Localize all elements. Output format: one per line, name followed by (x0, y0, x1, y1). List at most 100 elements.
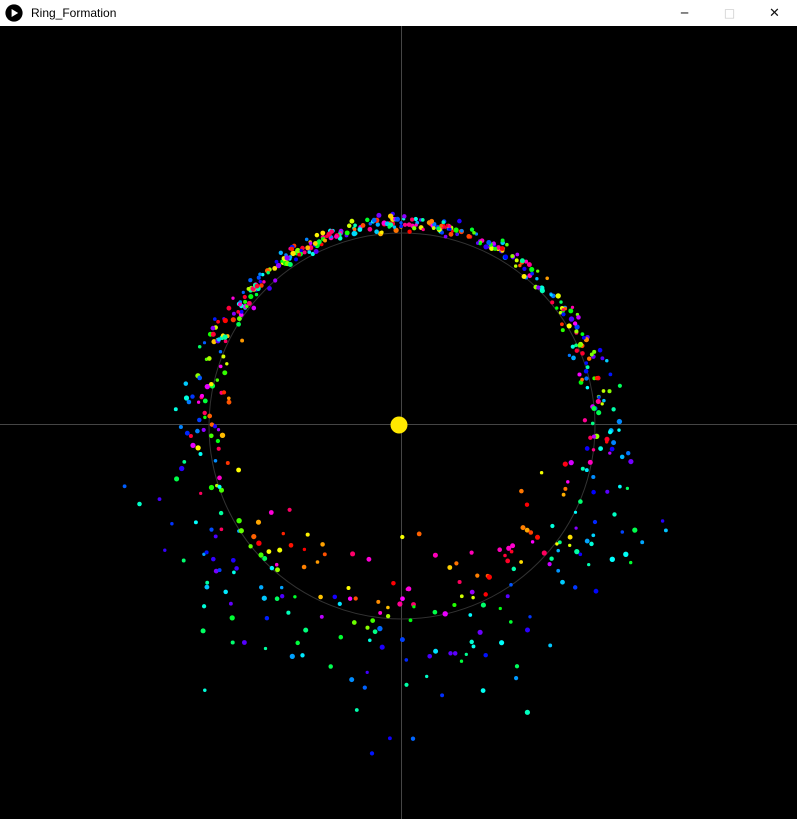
particle (218, 364, 223, 369)
particle (587, 459, 593, 465)
titlebar[interactable]: Ring_Formation ─ □ ✕ (0, 0, 797, 26)
maximize-button[interactable]: □ (707, 0, 752, 26)
particle (605, 358, 609, 363)
particle (314, 232, 320, 238)
particle (303, 627, 309, 633)
particle (591, 405, 597, 412)
particle (497, 547, 503, 552)
particle (347, 596, 353, 601)
particle (351, 230, 357, 237)
particle (524, 527, 530, 533)
window-title: Ring_Formation (31, 6, 117, 20)
particle (316, 239, 322, 245)
particle (440, 693, 445, 698)
particle (489, 245, 495, 252)
particle (585, 385, 590, 390)
particle (506, 545, 512, 551)
particle (287, 507, 292, 512)
particle (209, 381, 214, 387)
particle (429, 218, 435, 224)
particle (328, 664, 333, 669)
particle (559, 300, 563, 304)
particle (539, 470, 544, 475)
particle (202, 398, 208, 404)
particle (548, 643, 553, 648)
particle (216, 446, 221, 451)
particle (560, 322, 564, 327)
particle (239, 309, 244, 314)
particle (526, 262, 532, 268)
particle (211, 556, 216, 562)
particle (251, 534, 257, 540)
particle (279, 585, 284, 590)
particle (302, 547, 307, 552)
particle (329, 229, 335, 234)
particle (179, 465, 185, 472)
simulation-canvas (0, 26, 797, 819)
particle (547, 562, 552, 567)
particle (293, 595, 297, 599)
particle (408, 223, 412, 227)
particle (478, 241, 482, 246)
particle (566, 480, 570, 484)
particle (248, 278, 253, 283)
close-button[interactable]: ✕ (752, 0, 797, 26)
particle (486, 239, 492, 246)
particle (370, 618, 376, 623)
particle (619, 454, 625, 460)
particle (319, 614, 324, 619)
particle (196, 400, 201, 404)
particle (503, 553, 507, 558)
particle (577, 372, 582, 377)
particle (213, 534, 218, 539)
particle (509, 583, 513, 587)
particle (376, 212, 382, 218)
particle (357, 227, 363, 232)
particle (246, 286, 251, 291)
particle (598, 446, 603, 451)
particle (545, 276, 549, 281)
particle (448, 651, 453, 656)
particle (222, 370, 228, 376)
particle (245, 304, 249, 309)
particle (483, 592, 488, 597)
particle (377, 625, 383, 632)
particle (528, 615, 532, 619)
particle (332, 594, 338, 600)
particle (483, 244, 489, 250)
particle (368, 638, 372, 643)
particle (304, 237, 309, 242)
particle (519, 560, 523, 564)
sun-dot (390, 416, 408, 434)
particle (241, 290, 245, 295)
particle (399, 221, 403, 225)
particle (609, 446, 615, 452)
minimize-button[interactable]: ─ (662, 0, 707, 26)
particle (277, 547, 283, 553)
particle (519, 488, 524, 494)
particle (353, 596, 358, 601)
particle (350, 551, 356, 557)
particle (584, 538, 590, 544)
particle (302, 250, 307, 255)
particle (410, 736, 416, 741)
particle (628, 459, 634, 465)
particle (216, 319, 220, 324)
particle (183, 381, 189, 386)
particle (582, 418, 588, 423)
particle (616, 418, 623, 425)
particle (499, 246, 505, 252)
particle (274, 259, 279, 264)
particle (514, 664, 520, 669)
particle (299, 248, 303, 253)
particle (574, 526, 578, 530)
particle (315, 560, 320, 564)
particle (589, 541, 594, 547)
particle (549, 293, 553, 297)
particle (448, 231, 454, 237)
particle (209, 433, 214, 439)
particle (514, 676, 519, 681)
particle (365, 217, 370, 223)
particle (414, 223, 418, 227)
